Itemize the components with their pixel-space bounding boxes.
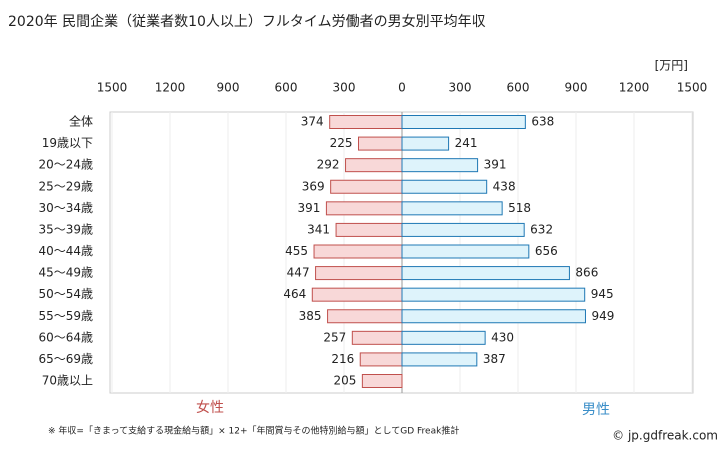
bar xyxy=(315,266,403,281)
x-tick-label: 900 xyxy=(217,81,240,95)
value-label: 391 xyxy=(484,158,507,172)
bar xyxy=(313,244,403,259)
category-label: 19歳以下 xyxy=(42,136,93,150)
value-label: 447 xyxy=(287,266,310,280)
x-tick-label: 1200 xyxy=(155,81,186,95)
bar xyxy=(401,222,525,237)
value-label: 949 xyxy=(591,309,614,323)
bar xyxy=(361,374,403,388)
credit: © jp.gdfreak.com xyxy=(612,429,718,443)
bar xyxy=(345,158,403,173)
chart-title: 2020年 民間企業（従業者数10人以上）フルタイム労働者の男女別平均年収 xyxy=(8,13,486,30)
bar xyxy=(401,330,486,345)
value-label: 257 xyxy=(323,330,346,344)
bar xyxy=(359,352,403,367)
category-label: 45～49歳 xyxy=(38,266,93,280)
value-label: 341 xyxy=(307,222,330,236)
bar xyxy=(327,309,403,324)
value-label: 656 xyxy=(535,244,558,258)
value-label: 241 xyxy=(455,136,478,150)
category-label: 50～54歳 xyxy=(38,287,93,301)
bar xyxy=(401,244,530,259)
value-label: 225 xyxy=(330,136,353,150)
category-label: 70歳以上 xyxy=(42,374,93,388)
value-label: 945 xyxy=(591,287,614,301)
category-label: 25～29歳 xyxy=(38,179,93,193)
value-label: 455 xyxy=(285,244,308,258)
bar xyxy=(401,287,586,302)
bar xyxy=(311,287,403,302)
value-label: 374 xyxy=(301,115,324,129)
value-label: 216 xyxy=(331,352,354,366)
category-label: 55～59歳 xyxy=(38,309,93,323)
x-tick-label: 300 xyxy=(449,81,472,95)
bar xyxy=(401,352,478,367)
value-label: 430 xyxy=(491,330,514,344)
value-label: 385 xyxy=(299,309,322,323)
bar xyxy=(325,201,403,216)
bar xyxy=(401,179,488,194)
legend-female: 女性 xyxy=(196,399,224,416)
value-label: 638 xyxy=(531,115,554,129)
value-label: 866 xyxy=(575,266,598,280)
value-label: 518 xyxy=(508,201,531,215)
x-tick-label: 0 xyxy=(398,81,406,95)
x-tick-label: 600 xyxy=(275,81,298,95)
bar xyxy=(330,179,403,194)
x-tick-label: 1200 xyxy=(619,81,650,95)
x-tick-label: 1500 xyxy=(97,81,128,95)
bar xyxy=(401,309,586,324)
bar xyxy=(335,222,403,237)
legend-male: 男性 xyxy=(582,402,610,418)
bar xyxy=(401,158,479,173)
x-tick-label: 600 xyxy=(507,81,530,95)
category-label: 40～44歳 xyxy=(38,244,93,258)
category-label: 20～24歳 xyxy=(38,158,93,172)
bar xyxy=(401,115,526,129)
footnote: ※ 年収=「きまって支給する現金給与額」× 12+「年間賞与その他特別給与額」と… xyxy=(48,425,459,437)
value-label: 632 xyxy=(530,222,553,236)
category-label: 全体 xyxy=(69,114,93,129)
bar xyxy=(401,201,503,216)
x-tick-label: 1500 xyxy=(677,81,708,95)
value-label: 369 xyxy=(302,179,325,193)
bar xyxy=(329,115,403,129)
x-tick-label: 300 xyxy=(333,81,356,95)
value-label: 292 xyxy=(317,158,340,172)
value-label: 464 xyxy=(283,287,306,301)
category-label: 30～34歳 xyxy=(38,201,93,215)
unit-label: [万円] xyxy=(655,59,688,73)
category-label: 60～64歳 xyxy=(38,330,93,344)
value-label: 391 xyxy=(298,201,321,215)
bar xyxy=(401,266,570,281)
category-label: 65～69歳 xyxy=(38,352,93,366)
x-tick-label: 900 xyxy=(565,81,588,95)
category-label: 35～39歳 xyxy=(38,222,93,236)
value-label: 205 xyxy=(333,374,356,388)
value-label: 387 xyxy=(483,352,506,366)
bar xyxy=(351,330,403,345)
bar xyxy=(401,136,450,151)
value-label: 438 xyxy=(493,179,516,193)
bar xyxy=(358,136,403,151)
